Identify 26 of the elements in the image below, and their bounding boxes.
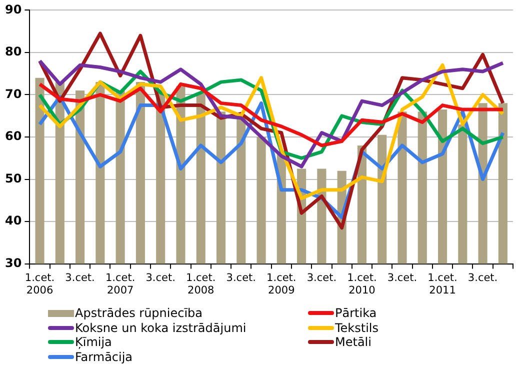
y-tick-label: 60: [4, 129, 22, 144]
legend-label: Pārtika: [335, 306, 377, 320]
y-tick-label: 80: [4, 44, 22, 59]
x-tick-label: 3.cet.: [65, 272, 95, 284]
legend-label: Apstrādes rūpniecība: [75, 306, 203, 320]
y-tick-label: 90: [4, 2, 22, 16]
x-tick-label: 3.cet.: [226, 272, 256, 284]
x-tick-label: 1.cet. 2007: [105, 272, 136, 296]
x-tick-label: 1.cet. 2011: [428, 272, 458, 296]
x-tick-label: 3.cet.: [387, 272, 418, 284]
legend-label: Tekstils: [335, 320, 378, 335]
x-tick-label: 1.cet. 2009: [266, 272, 296, 296]
x-tick-label: 1.cet. 2010: [347, 272, 377, 296]
x-tick-label: 1.cet. 2008: [186, 272, 216, 296]
y-tick-label: 30: [4, 256, 22, 270]
x-tick-label: 3.cet.: [146, 272, 176, 284]
legend-label: Metāli: [335, 335, 372, 350]
legend-label: Farmācija: [75, 350, 133, 364]
legend-label: Ķīmija: [75, 335, 112, 350]
y-tick-label: 40: [4, 214, 22, 228]
x-tick-label: 3.cet.: [468, 272, 498, 284]
y-tick-label: 70: [4, 86, 22, 101]
y-tick-label: 50: [4, 171, 22, 186]
legend-label: Koksne un koka izstrādājumi: [75, 320, 246, 335]
x-tick-label: 3.cet.: [306, 272, 337, 284]
x-tick-label: 1.cet. 2006: [24, 272, 55, 296]
